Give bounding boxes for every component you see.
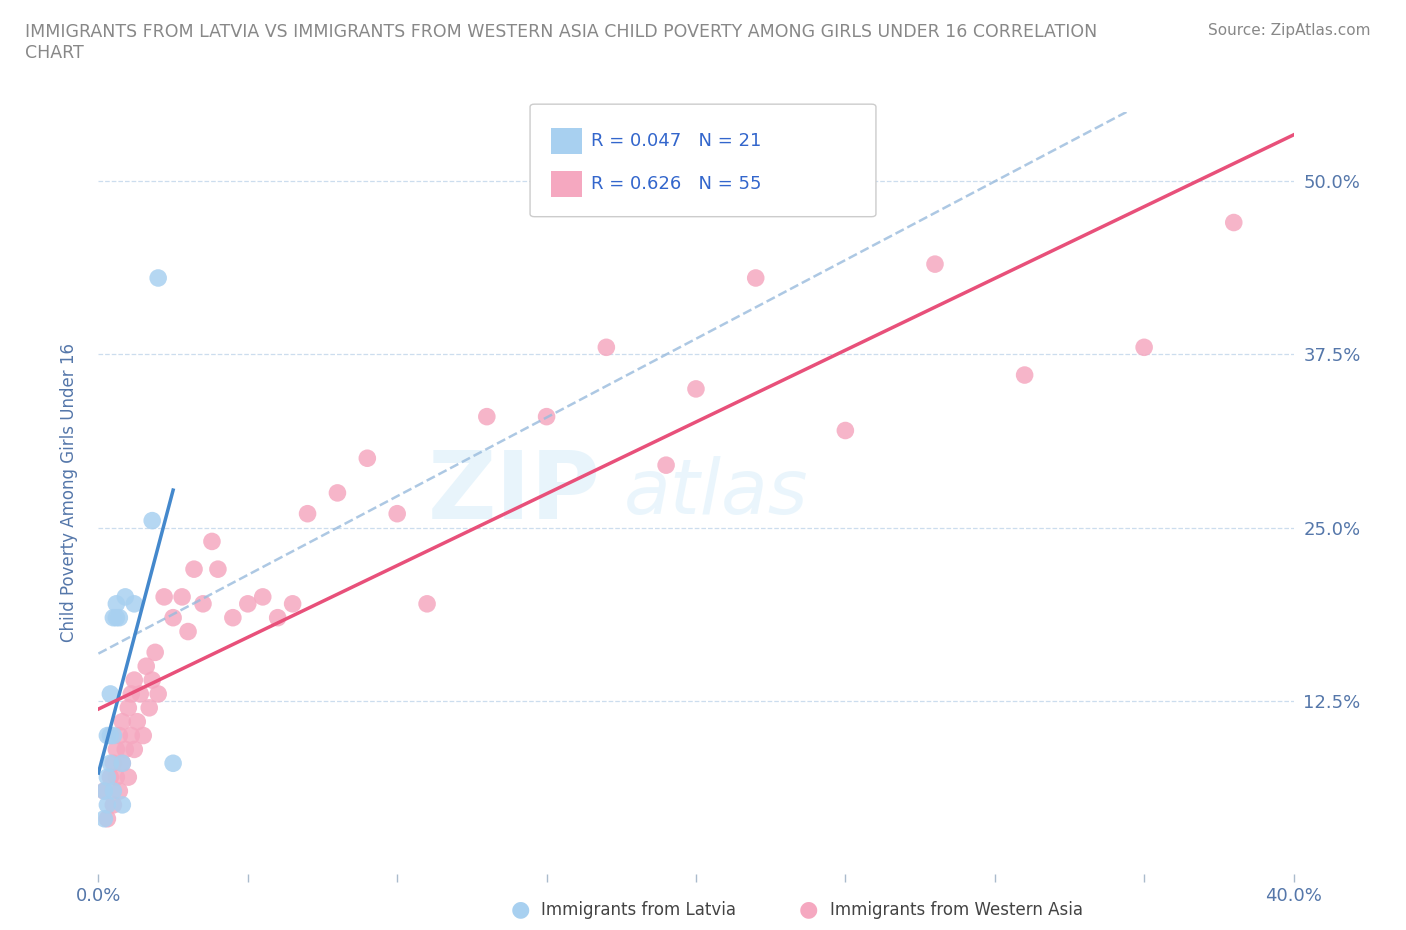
Point [162,610,184,625]
Point [124,596,146,611]
Point [103,728,125,743]
Point [1133,339,1156,354]
Text: IMMIGRANTS FROM LATVIA VS IMMIGRANTS FROM WESTERN ASIA CHILD POVERTY AMONG GIRLS: IMMIGRANTS FROM LATVIA VS IMMIGRANTS FRO… [25,23,1098,62]
Point [655,458,678,472]
Point [141,672,163,687]
Point [191,596,214,611]
Point [108,784,131,799]
Point [103,610,125,625]
Point [153,590,176,604]
Point [745,271,768,286]
Point [114,590,136,604]
Point [1223,215,1246,230]
Point [475,409,498,424]
Point [207,562,229,577]
Point [127,714,149,729]
Point [117,770,139,785]
Point [93,784,115,799]
Point [595,339,617,354]
Point [129,686,152,701]
Text: ●: ● [510,899,530,920]
Point [834,423,856,438]
Point [236,596,259,611]
Point [93,784,115,799]
Point [326,485,349,500]
Point [536,409,558,424]
Point [103,784,125,799]
Point [96,797,118,812]
Point [111,714,134,729]
Point [114,742,136,757]
Point [252,590,274,604]
Text: ZIP: ZIP [427,447,600,538]
Point [267,610,290,625]
Point [93,811,115,826]
Point [98,756,122,771]
Point [148,686,170,701]
Point [201,534,224,549]
Point [103,797,125,812]
Point [111,756,134,771]
Text: atlas: atlas [624,456,808,530]
Point [105,770,128,785]
Point [132,728,155,743]
Text: Immigrants from Western Asia: Immigrants from Western Asia [830,900,1083,919]
Point [96,728,118,743]
Point [172,590,194,604]
Point [98,770,122,785]
Point [685,381,707,396]
Text: Source: ZipAtlas.com: Source: ZipAtlas.com [1208,23,1371,38]
Point [105,742,128,757]
Point [138,700,160,715]
Point [120,686,142,701]
Point [103,756,125,771]
Point [135,658,157,673]
Point [96,770,118,785]
Point [1014,367,1036,382]
Point [111,756,134,771]
Point [162,756,184,771]
Point [385,506,409,521]
Point [108,610,131,625]
Point [98,686,122,701]
Point [124,672,146,687]
Point [105,596,128,611]
Point [124,742,146,757]
Text: R = 0.047   N = 21: R = 0.047 N = 21 [591,132,761,151]
Y-axis label: Child Poverty Among Girls Under 16: Child Poverty Among Girls Under 16 [59,343,77,643]
Text: R = 0.626   N = 55: R = 0.626 N = 55 [591,175,761,193]
Point [98,728,122,743]
Text: Immigrants from Latvia: Immigrants from Latvia [541,900,737,919]
Point [108,728,131,743]
Point [96,811,118,826]
Point [111,797,134,812]
Point [222,610,245,625]
Point [416,596,439,611]
Point [281,596,304,611]
Point [148,271,170,286]
Point [141,513,163,528]
Point [356,451,378,466]
Point [297,506,319,521]
Point [105,610,128,625]
Point [120,728,142,743]
Point [924,257,946,272]
Text: ●: ● [799,899,818,920]
Point [177,624,200,639]
Point [117,700,139,715]
Point [143,644,166,659]
Point [183,562,205,577]
